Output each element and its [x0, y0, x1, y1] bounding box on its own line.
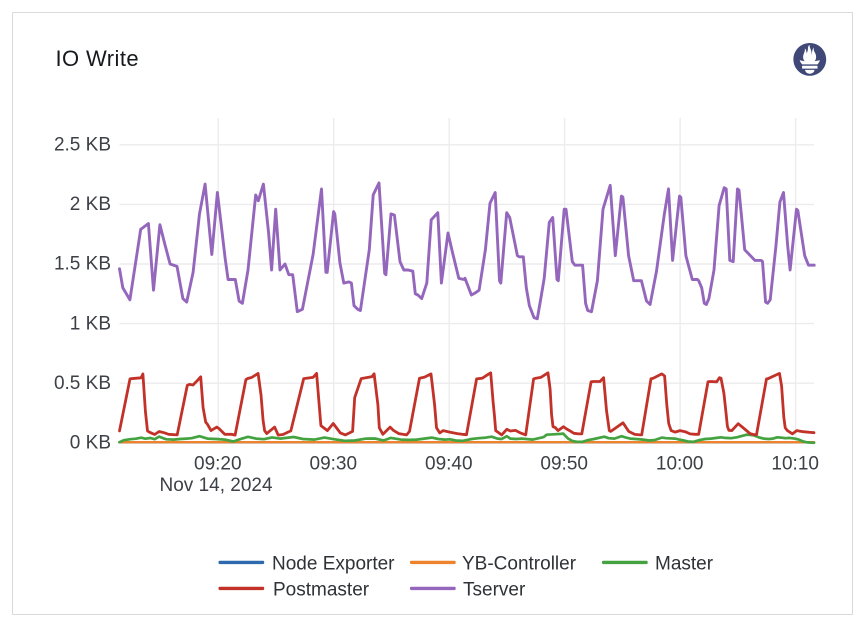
svg-text:2.5 KB: 2.5 KB	[54, 135, 111, 156]
svg-text:1.5 KB: 1.5 KB	[54, 254, 111, 275]
svg-text:09:30: 09:30	[310, 454, 358, 475]
svg-text:Postmaster: Postmaster	[273, 580, 370, 601]
svg-text:09:50: 09:50	[540, 454, 588, 475]
svg-text:09:20: 09:20	[194, 454, 242, 475]
svg-text:0 KB: 0 KB	[70, 433, 111, 454]
svg-text:10:00: 10:00	[656, 454, 704, 475]
svg-text:09:40: 09:40	[425, 454, 473, 475]
svg-text:YB-Controller: YB-Controller	[462, 554, 577, 575]
svg-text:Nov 14, 2024: Nov 14, 2024	[160, 475, 273, 496]
svg-text:1 KB: 1 KB	[70, 313, 111, 334]
svg-text:Master: Master	[655, 554, 714, 575]
svg-text:2 KB: 2 KB	[70, 194, 111, 215]
svg-text:Node Exporter: Node Exporter	[272, 554, 395, 575]
svg-text:10:10: 10:10	[771, 454, 819, 475]
svg-text:Tserver: Tserver	[463, 580, 526, 601]
svg-text:0.5 KB: 0.5 KB	[54, 373, 111, 394]
